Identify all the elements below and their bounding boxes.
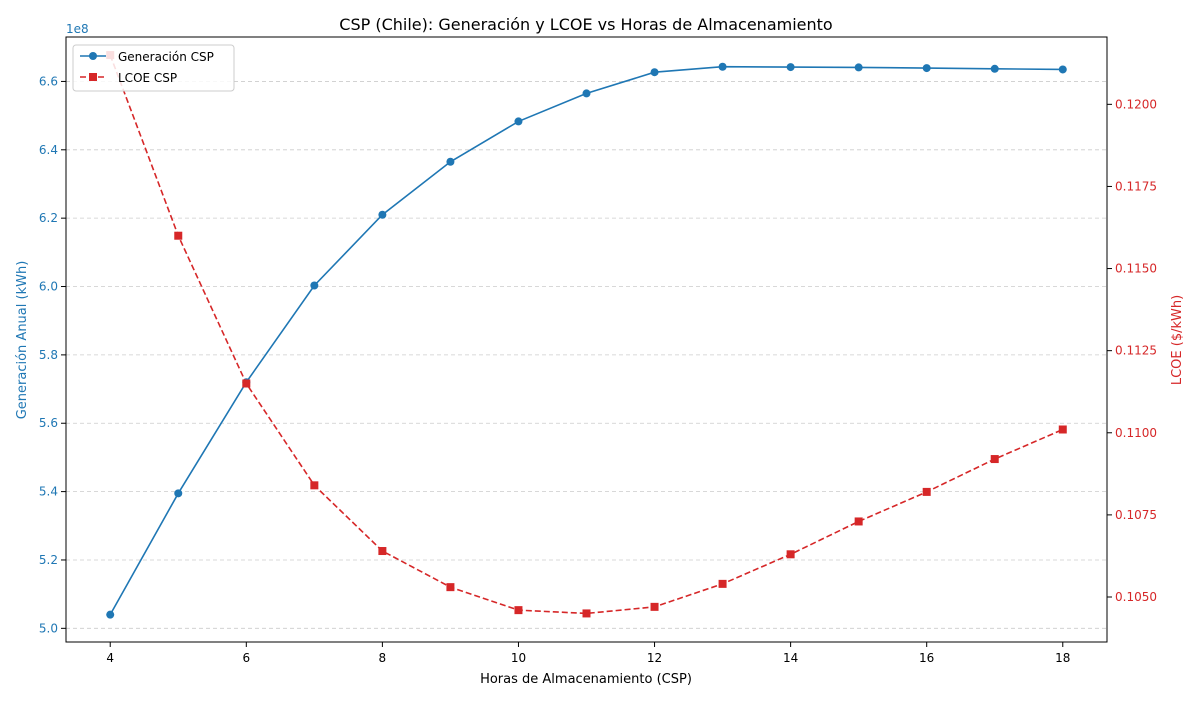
legend: Generación CSP LCOE CSP bbox=[72, 44, 235, 92]
data-point-generacion bbox=[514, 117, 523, 126]
x-tick-label: 10 bbox=[511, 651, 526, 665]
series-line-generacion bbox=[109, 65, 1063, 616]
x-tick-label: 4 bbox=[106, 651, 114, 665]
x-tick-label: 12 bbox=[647, 651, 662, 665]
data-point-generacion bbox=[174, 489, 183, 498]
left-y-tick-label: 5.0 bbox=[39, 621, 58, 635]
data-point-generacion bbox=[106, 610, 115, 619]
series-layer bbox=[106, 51, 1067, 619]
data-point-generacion bbox=[446, 157, 455, 166]
right-y-tick-label: 0.1175 bbox=[1115, 179, 1157, 193]
data-point-generacion bbox=[990, 64, 999, 73]
plot-frame bbox=[65, 36, 1108, 643]
data-point-lcoe bbox=[514, 606, 523, 615]
x-tick-label: 18 bbox=[1055, 651, 1070, 665]
legend-label-lcoe: LCOE CSP bbox=[118, 71, 177, 85]
left-y-tick-label: 5.4 bbox=[39, 485, 58, 499]
left-y-tick-label: 6.2 bbox=[39, 211, 58, 225]
data-point-lcoe bbox=[990, 455, 999, 464]
left-y-tick-label: 5.6 bbox=[39, 416, 58, 430]
x-tick-label: 6 bbox=[242, 651, 250, 665]
left-y-axis-label: Generación Anual (kWh) bbox=[15, 261, 30, 420]
data-point-generacion bbox=[310, 281, 319, 290]
legend-marker-lcoe bbox=[89, 73, 97, 81]
x-tick-label: 8 bbox=[379, 651, 387, 665]
data-point-generacion bbox=[922, 64, 931, 73]
data-point-lcoe bbox=[718, 579, 727, 588]
right-y-tick-label: 0.1150 bbox=[1115, 262, 1157, 276]
data-point-generacion bbox=[1058, 65, 1067, 74]
left-y-tick-label: 6.6 bbox=[39, 74, 58, 88]
data-point-lcoe bbox=[922, 487, 931, 496]
data-point-generacion bbox=[582, 89, 591, 98]
data-point-lcoe bbox=[854, 517, 863, 526]
left-y-tick-label: 6.4 bbox=[39, 143, 58, 157]
left-y-tick-label: 6.0 bbox=[39, 280, 58, 294]
right-y-tick-label: 0.1100 bbox=[1115, 426, 1157, 440]
data-point-lcoe bbox=[650, 602, 659, 611]
right-y-axis: 0.1050 0.1075 0.1100 0.1125 0.1150 0.1175 0.12… bbox=[1107, 97, 1157, 604]
right-y-tick-label: 0.1075 bbox=[1115, 508, 1157, 522]
data-point-lcoe bbox=[1058, 425, 1067, 434]
grid-lines bbox=[66, 81, 1107, 629]
data-point-generacion bbox=[718, 62, 727, 71]
data-point-lcoe bbox=[378, 547, 387, 556]
x-axis: 4 6 8 10 12 14 16 18 bbox=[106, 642, 1070, 665]
data-point-generacion bbox=[650, 68, 659, 77]
right-y-tick-label: 0.1050 bbox=[1115, 590, 1157, 604]
data-point-lcoe bbox=[242, 379, 251, 388]
data-point-lcoe bbox=[582, 609, 591, 618]
data-point-lcoe bbox=[174, 231, 183, 240]
legend-marker-generacion bbox=[89, 52, 97, 60]
right-y-tick-label: 0.1200 bbox=[1115, 97, 1157, 111]
left-y-tick-label: 5.2 bbox=[39, 553, 58, 567]
left-y-axis: 5.0 5.2 5.4 5.6 5.8 6.0 6.2 6.4 6.6 bbox=[39, 74, 66, 635]
x-axis-label: Horas de Almacenamiento (CSP) bbox=[480, 672, 692, 687]
data-point-generacion bbox=[378, 210, 387, 219]
left-axis-offset-text: 1e8 bbox=[66, 22, 89, 36]
legend-label-generacion: Generación CSP bbox=[118, 50, 214, 64]
right-y-axis-label: LCOE ($/kWh) bbox=[1170, 295, 1185, 385]
data-point-generacion bbox=[854, 63, 863, 72]
data-point-lcoe bbox=[786, 550, 795, 559]
data-point-generacion bbox=[786, 63, 795, 72]
legend-box bbox=[72, 44, 235, 92]
left-y-tick-label: 5.8 bbox=[39, 348, 58, 362]
x-tick-label: 14 bbox=[783, 651, 798, 665]
data-point-lcoe bbox=[310, 481, 319, 490]
x-tick-label: 16 bbox=[919, 651, 934, 665]
series-line-lcoe bbox=[109, 54, 1064, 615]
data-point-lcoe bbox=[446, 583, 455, 592]
chart-title: CSP (Chile): Generación y LCOE vs Horas … bbox=[339, 15, 832, 34]
right-y-tick-label: 0.1125 bbox=[1115, 344, 1157, 358]
